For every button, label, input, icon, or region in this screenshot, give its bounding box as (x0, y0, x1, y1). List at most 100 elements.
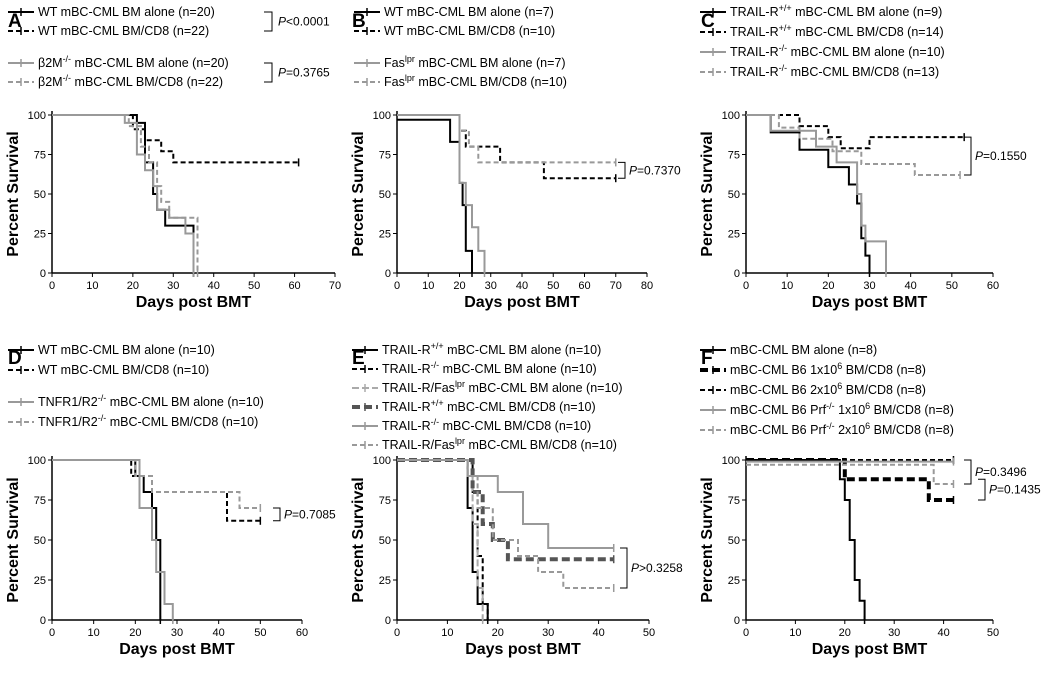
legend-entry: TNFR1/R2-/- mBC-CML BM/CD8 (n=10) (8, 413, 258, 429)
y-tick-label: 25 (379, 229, 391, 241)
survival-curve (52, 459, 174, 620)
y-tick-label: 0 (40, 268, 46, 280)
x-tick-label: 20 (822, 280, 834, 292)
y-tick-label: 75 (379, 150, 391, 162)
y-axis-title: Percent Survival (350, 477, 367, 602)
legend-label: TRAIL-R/Faslpr mBC-CML BM alone (n=10) (382, 379, 623, 395)
survival-curve (52, 114, 299, 164)
legend-entry: mBC-CML B6 2x106 BM/CD8 (n=8) (700, 381, 926, 397)
panel-d: D WT mBC-CML BM alone (n=10) WT mBC-CML BM… (5, 343, 336, 658)
pvalue-label: P=0.7370 (629, 163, 681, 177)
x-tick-label: 60 (987, 280, 999, 292)
legend-label: TRAIL-R+/+ mBC-CML BM/CD8 (n=14) (730, 23, 944, 39)
legend-label: TRAIL-R-/- mBC-CML BM/CD8 (n=13) (730, 63, 939, 79)
legend-entry: TRAIL-R+/+ mBC-CML BM/CD8 (n=14) (700, 23, 944, 39)
legend-entry: mBC-CML B6 Prf-/- 1x106 BM/CD8 (n=8) (700, 401, 954, 417)
legend-entry: TRAIL-R+/+ mBC-CML BM alone (n=10) (352, 341, 601, 357)
panel-letter: F (701, 348, 713, 369)
panel-c: C TRAIL-R+/+ mBC-CML BM alone (n=9) TRAIL-… (699, 3, 1027, 311)
survival-curve (52, 114, 195, 273)
legend-label: mBC-CML B6 2x106 BM/CD8 (n=8) (730, 381, 926, 397)
y-tick-label: 100 (373, 455, 391, 467)
legend-entry: β2M-/- mBC-CML BM alone (n=20) (8, 54, 229, 70)
x-tick-label: 40 (516, 280, 528, 292)
legend-entry: WT mBC-CML BM/CD8 (n=10) (8, 363, 209, 377)
legend-label: TRAIL-R+/+ mBC-CML BM alone (n=10) (382, 341, 601, 357)
x-tick-label: 0 (743, 627, 749, 639)
x-tick-label: 0 (394, 627, 400, 639)
x-tick-label: 30 (888, 627, 900, 639)
y-tick-label: 50 (34, 189, 46, 201)
legend-entry: mBC-CML B6 1x106 BM/CD8 (n=8) (700, 361, 926, 377)
x-tick-label: 60 (296, 627, 308, 639)
legend-entry: Faslpr mBC-CML BM alone (n=7) (354, 54, 566, 70)
y-axis-title: Percent Survival (699, 477, 716, 602)
x-tick-label: 50 (643, 627, 655, 639)
survival-curve (397, 459, 614, 589)
legend-entry: TRAIL-R+/+ mBC-CML BM/CD8 (n=10) (352, 398, 596, 414)
legend-entry: TRAIL-R/Faslpr mBC-CML BM/CD8 (n=10) (352, 436, 617, 452)
panel-letter: C (701, 11, 715, 32)
y-tick-label: 75 (379, 495, 391, 507)
x-tick-label: 50 (547, 280, 559, 292)
pvalue-bracket (273, 507, 281, 522)
legend-label: TRAIL-R-/- mBC-CML BM/CD8 (n=10) (382, 417, 591, 433)
x-axis-title: Days post BMT (812, 641, 928, 658)
panel-letter: B (352, 11, 366, 32)
x-axis-title: Days post BMT (465, 641, 581, 658)
survival-curve (746, 114, 961, 176)
legend-label: TRAIL-R-/- mBC-CML BM alone (n=10) (382, 360, 597, 376)
legend-entry: WT mBC-CML BM alone (n=10) (8, 343, 215, 357)
survival-curve (397, 114, 486, 273)
y-tick-label: 50 (728, 535, 740, 547)
y-tick-label: 75 (34, 495, 46, 507)
legend-entry: β2M-/- mBC-CML BM/CD8 (n=22) (8, 73, 223, 89)
x-tick-label: 0 (49, 280, 55, 292)
legend-label: TNFR1/R2-/- mBC-CML BM alone (n=10) (38, 393, 264, 409)
x-tick-label: 10 (88, 627, 100, 639)
panel-e: E TRAIL-R+/+ mBC-CML BM alone (n=10) TRAIL… (350, 341, 683, 658)
x-tick-label: 20 (453, 280, 465, 292)
survival-curve (52, 459, 261, 509)
legend-label: β2M-/- mBC-CML BM alone (n=20) (38, 54, 229, 70)
y-tick-label: 75 (34, 150, 46, 162)
survival-curve (746, 458, 954, 502)
y-tick-label: 50 (379, 189, 391, 201)
x-tick-label: 0 (49, 627, 55, 639)
x-tick-label: 20 (127, 280, 139, 292)
pvalue-bracket (978, 478, 986, 501)
y-tick-label: 25 (34, 575, 46, 587)
survival-curve (397, 114, 616, 180)
survival-curve (52, 114, 199, 273)
survival-curve (746, 459, 866, 620)
x-tick-label: 60 (578, 280, 590, 292)
survival-curve (746, 463, 954, 485)
legend-label: TNFR1/R2-/- mBC-CML BM/CD8 (n=10) (38, 413, 258, 429)
x-tick-label: 40 (213, 627, 225, 639)
x-tick-label: 50 (254, 627, 266, 639)
y-axis-title: Percent Survival (5, 477, 22, 602)
pvalue-bracket (264, 11, 273, 32)
legend-entry: WT mBC-CML BM alone (n=7) (354, 5, 554, 19)
x-tick-label: 30 (863, 280, 875, 292)
x-axis-title: Days post BMT (812, 294, 928, 311)
survival-curve (397, 118, 473, 273)
x-tick-label: 20 (129, 627, 141, 639)
y-tick-label: 100 (28, 455, 46, 467)
legend-label: WT mBC-CML BM/CD8 (n=10) (384, 24, 555, 38)
legend-label: TRAIL-R+/+ mBC-CML BM alone (n=9) (730, 3, 942, 19)
legend-label: TRAIL-R+/+ mBC-CML BM/CD8 (n=10) (382, 398, 596, 414)
survival-curve (52, 459, 162, 620)
y-tick-label: 100 (28, 110, 46, 122)
legend-label: WT mBC-CML BM/CD8 (n=22) (38, 24, 209, 38)
legend-label: WT mBC-CML BM alone (n=10) (38, 343, 215, 357)
x-tick-label: 30 (167, 280, 179, 292)
legend-entry: TNFR1/R2-/- mBC-CML BM alone (n=10) (8, 393, 264, 409)
x-tick-label: 50 (946, 280, 958, 292)
panel-letter: A (8, 11, 22, 32)
x-tick-label: 10 (86, 280, 98, 292)
survival-curve (397, 114, 616, 164)
x-tick-label: 20 (492, 627, 504, 639)
x-tick-label: 0 (743, 280, 749, 292)
